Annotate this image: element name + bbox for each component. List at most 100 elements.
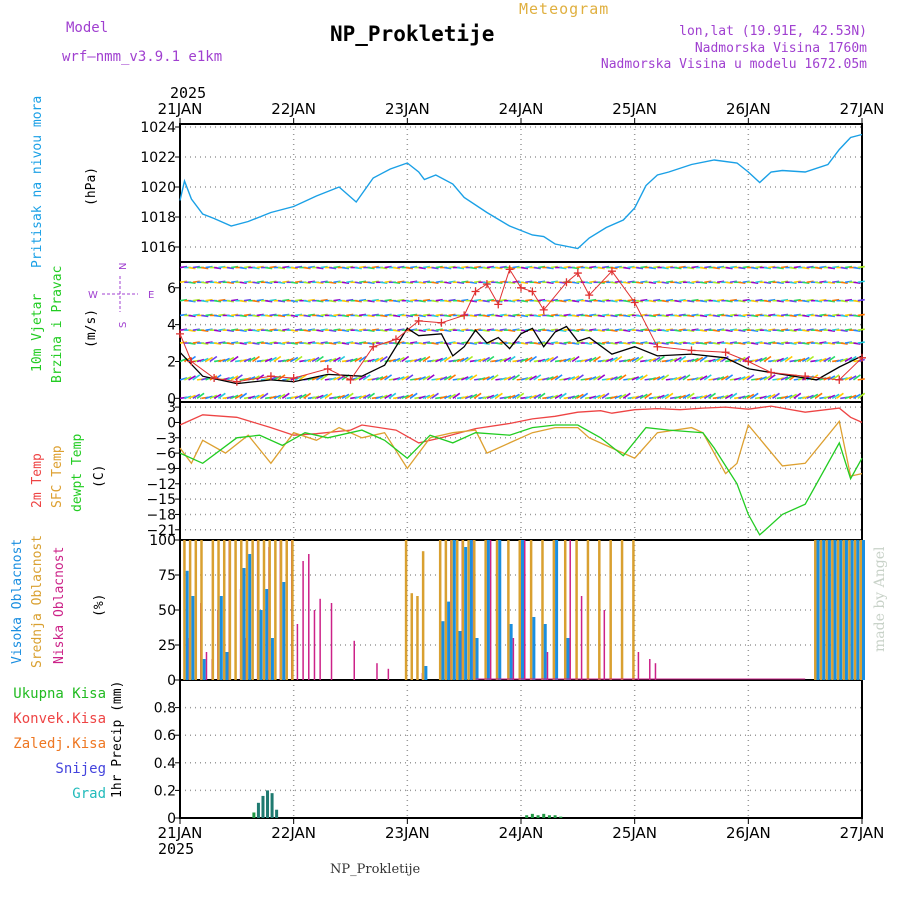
wind-barb — [584, 299, 593, 303]
wind-barb — [482, 281, 490, 285]
wind-barb — [346, 328, 354, 331]
wind-barb — [618, 393, 627, 400]
high-cloud-bar — [452, 540, 456, 680]
wind-barb — [226, 395, 235, 400]
high-cloud-bar — [424, 666, 428, 680]
wind-barb — [231, 298, 239, 302]
wind-barb — [546, 356, 554, 363]
wind-barb — [588, 395, 597, 400]
wind-barb — [699, 329, 708, 332]
wind-barb — [354, 299, 362, 303]
wind-barb — [307, 357, 316, 363]
wind-barb — [563, 265, 571, 269]
wind-barb — [610, 395, 618, 400]
wind-barb — [282, 328, 290, 331]
y-tick-label-precip: 0 — [167, 811, 176, 827]
precip-bar — [252, 812, 256, 818]
wind-barb — [205, 313, 213, 317]
wind-barb — [819, 265, 827, 269]
wind-barb — [623, 329, 631, 332]
wind-barb — [819, 328, 827, 331]
wind-barb — [499, 265, 507, 269]
wind-barb — [763, 281, 772, 285]
wind-barb — [597, 374, 606, 381]
wind-barb — [320, 265, 328, 269]
wind-barb — [682, 393, 691, 400]
wind-gust-mark — [505, 265, 514, 274]
wind-barb — [184, 395, 192, 400]
wind-barb — [516, 392, 525, 399]
wind-barb — [589, 313, 597, 317]
wind-barb — [243, 313, 252, 317]
wind-barb — [755, 298, 763, 302]
wind-barb — [819, 341, 827, 344]
y-tick-label-pressure: 1022 — [140, 150, 176, 166]
wind-barb — [648, 329, 656, 332]
wind-barb — [205, 265, 213, 269]
mid-cloud-bar — [552, 540, 556, 680]
wind-barb — [503, 356, 512, 363]
wind-barb — [806, 328, 814, 331]
wind-gust-mark — [517, 283, 525, 292]
wind-barb — [456, 281, 465, 285]
wind-barb — [201, 314, 209, 318]
chart-type-label: Meteogram — [519, 0, 610, 18]
wind-barb — [188, 355, 196, 363]
lonlat-label: lon,lat (19.91E, 42.53N) — [679, 24, 867, 39]
wind-barb — [537, 358, 546, 363]
wind-barb — [269, 298, 277, 302]
wind-barb — [601, 392, 610, 399]
wind-barb — [857, 392, 866, 399]
wind-barb — [768, 280, 776, 284]
wind-barb — [559, 342, 567, 345]
wind-barb — [478, 377, 486, 381]
wind-barb — [333, 280, 341, 284]
wind-gust-mark — [323, 364, 332, 373]
wind-barb — [311, 395, 320, 400]
wind-barb — [316, 329, 324, 332]
wind-barb — [763, 329, 772, 332]
wind-barb — [508, 329, 516, 332]
wind-gust-mark — [562, 278, 571, 287]
compass-cross — [102, 276, 138, 312]
wind-barb — [444, 299, 452, 303]
wind-gust-mark — [482, 280, 491, 289]
wind-barb — [358, 313, 367, 317]
wind-barb — [290, 266, 298, 270]
wind-barb — [397, 313, 405, 317]
high-cloud-bar — [447, 601, 451, 680]
wind-barb — [294, 355, 303, 363]
mid-cloud-bar — [262, 540, 266, 680]
wind-barb — [346, 313, 354, 317]
wind-barb — [397, 395, 405, 400]
mid-cloud-bar — [404, 540, 408, 680]
wind-barb — [819, 357, 827, 363]
wind-barb — [393, 299, 401, 303]
wind-barb — [414, 377, 422, 381]
wind-barb — [759, 395, 767, 400]
wind-barb — [341, 342, 350, 345]
wind-barb — [601, 358, 610, 363]
wind-barb — [456, 266, 465, 270]
wind-barb — [384, 265, 392, 269]
wind-barb — [738, 281, 746, 285]
wind-barb — [593, 394, 601, 400]
wind-barb — [729, 341, 737, 344]
wind-barb — [346, 358, 354, 363]
wind-barb — [294, 328, 303, 331]
wind-barb — [461, 265, 469, 269]
wind-barb — [844, 313, 853, 317]
mid-cloud-bar — [831, 540, 834, 680]
wind-barb — [456, 377, 465, 381]
wind-barb — [354, 342, 362, 345]
wind-barb — [819, 280, 827, 284]
wind-barb — [751, 342, 759, 345]
wind-barb — [857, 313, 865, 317]
wind-barb — [320, 328, 328, 331]
wind-barb — [704, 328, 712, 331]
wind-barb — [823, 356, 832, 363]
mid-cloud-bar — [228, 540, 232, 680]
wind-barb — [563, 357, 571, 363]
wind-barb — [333, 395, 341, 400]
wind-barb — [346, 298, 354, 302]
